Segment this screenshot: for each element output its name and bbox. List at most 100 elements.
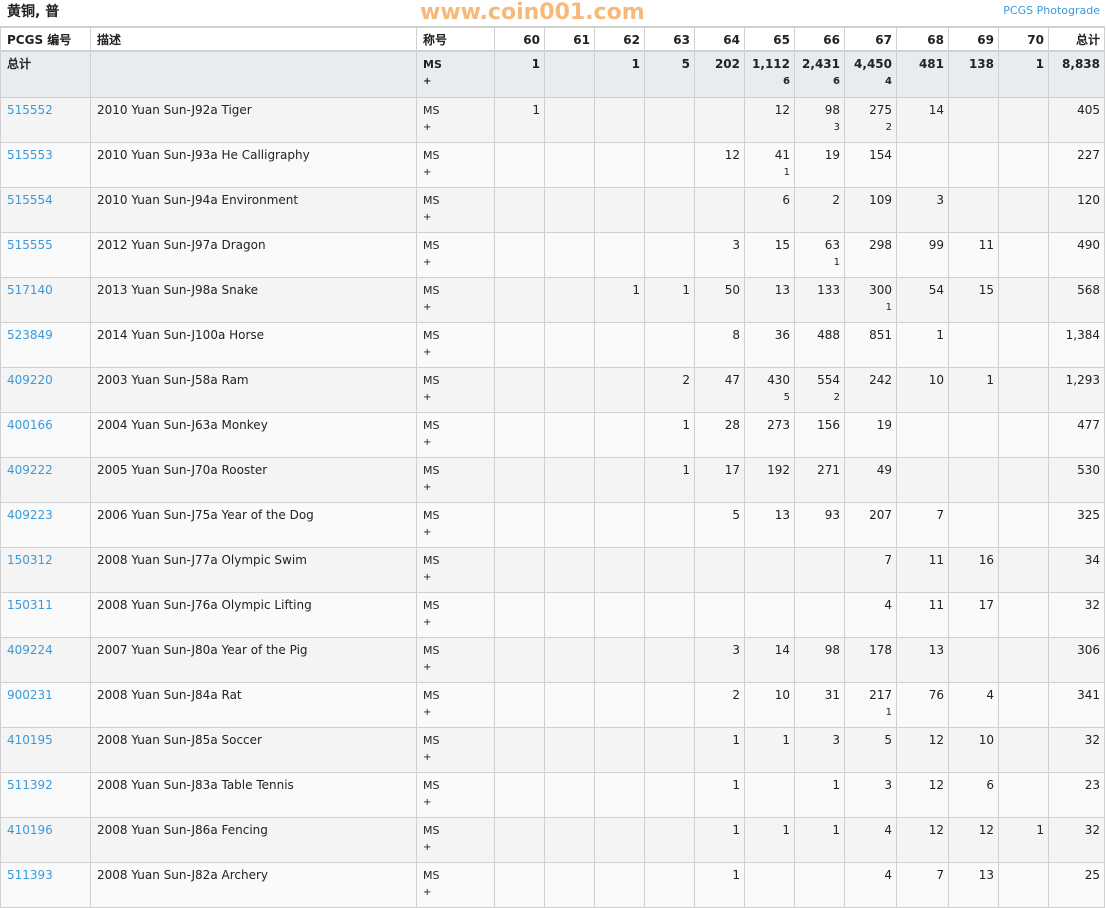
col-header-grade-60[interactable]: 60 xyxy=(494,26,545,52)
grade-cell-69[interactable]: 6 xyxy=(948,772,999,818)
grade-cell-64[interactable]: 17 xyxy=(694,457,745,503)
grade-cell-67[interactable]: 109 xyxy=(844,187,897,233)
grade-cell-67[interactable]: 154 xyxy=(844,142,897,188)
grade-cell-66[interactable]: 63 1 xyxy=(794,232,845,278)
grade-cell-70[interactable]: 1 xyxy=(998,817,1049,863)
grade-cell-67[interactable]: 275 2 xyxy=(844,97,897,143)
grade-cell-65[interactable]: 41 1 xyxy=(744,142,795,188)
grade-cell-64[interactable]: 1 xyxy=(694,772,745,818)
grade-cell-68[interactable]: 7 xyxy=(896,862,949,908)
col-header-grade-61[interactable]: 61 xyxy=(544,26,595,52)
grade-cell-65[interactable]: 14 xyxy=(744,637,795,683)
grade-cell-68[interactable]: 14 xyxy=(896,97,949,143)
pcgs-number-link[interactable]: 150312 xyxy=(7,553,53,567)
grade-cell-67[interactable]: 217 1 xyxy=(844,682,897,728)
col-header-total[interactable]: 总计 xyxy=(1048,26,1105,52)
col-header-grade-63[interactable]: 63 xyxy=(644,26,695,52)
grade-cell-64[interactable]: 1 xyxy=(694,817,745,863)
pcgs-number-link[interactable]: 410195 xyxy=(7,733,53,747)
grade-cell-69[interactable]: 15 xyxy=(948,277,999,323)
grade-cell-67[interactable]: 7 xyxy=(844,547,897,593)
grade-cell-60[interactable]: 1 xyxy=(494,50,545,98)
grade-cell-65[interactable]: 6 xyxy=(744,187,795,233)
grade-cell-65[interactable]: 1,112 6 xyxy=(744,50,795,98)
grade-cell-67[interactable]: 4 xyxy=(844,817,897,863)
col-header-grade-68[interactable]: 68 xyxy=(896,26,949,52)
col-header-pcgs[interactable]: PCGS 编号 xyxy=(0,26,91,52)
grade-cell-65[interactable]: 273 xyxy=(744,412,795,458)
grade-cell-64[interactable]: 1 xyxy=(694,862,745,908)
col-header-desc[interactable]: 描述 xyxy=(90,26,417,52)
pcgs-number-link[interactable]: 409223 xyxy=(7,508,53,522)
pcgs-number-link[interactable]: 515553 xyxy=(7,148,53,162)
grade-cell-66[interactable]: 1 xyxy=(794,772,845,818)
grade-cell-66[interactable]: 31 xyxy=(794,682,845,728)
grade-cell-66[interactable]: 2 xyxy=(794,187,845,233)
grade-cell-64[interactable]: 12 xyxy=(694,142,745,188)
pcgs-number-link[interactable]: 409224 xyxy=(7,643,53,657)
grade-cell-70[interactable]: 1 xyxy=(998,50,1049,98)
grade-cell-67[interactable]: 207 xyxy=(844,502,897,548)
grade-cell-66[interactable]: 98 3 xyxy=(794,97,845,143)
grade-cell-64[interactable]: 1 xyxy=(694,727,745,773)
grade-cell-66[interactable]: 271 xyxy=(794,457,845,503)
grade-cell-67[interactable]: 4 xyxy=(844,862,897,908)
grade-cell-63[interactable]: 1 xyxy=(644,412,695,458)
grade-cell-65[interactable]: 430 5 xyxy=(744,367,795,413)
grade-cell-68[interactable]: 76 xyxy=(896,682,949,728)
grade-cell-67[interactable]: 4 xyxy=(844,592,897,638)
pcgs-photograde-link[interactable]: PCGS Photograde xyxy=(1003,4,1100,17)
grade-cell-65[interactable]: 1 xyxy=(744,817,795,863)
grade-cell-66[interactable]: 1 xyxy=(794,817,845,863)
grade-cell-68[interactable]: 12 xyxy=(896,772,949,818)
col-header-designation[interactable]: 称号 xyxy=(416,26,495,52)
grade-cell-68[interactable]: 7 xyxy=(896,502,949,548)
col-header-grade-62[interactable]: 62 xyxy=(594,26,645,52)
col-header-grade-66[interactable]: 66 xyxy=(794,26,845,52)
grade-cell-65[interactable]: 13 xyxy=(744,277,795,323)
grade-cell-66[interactable]: 19 xyxy=(794,142,845,188)
col-header-grade-67[interactable]: 67 xyxy=(844,26,897,52)
grade-cell-65[interactable]: 36 xyxy=(744,322,795,368)
grade-cell-66[interactable]: 133 xyxy=(794,277,845,323)
pcgs-number-link[interactable]: 409222 xyxy=(7,463,53,477)
grade-cell-69[interactable]: 17 xyxy=(948,592,999,638)
grade-cell-64[interactable]: 8 xyxy=(694,322,745,368)
grade-cell-64[interactable]: 2 xyxy=(694,682,745,728)
grade-cell-65[interactable]: 192 xyxy=(744,457,795,503)
col-header-grade-64[interactable]: 64 xyxy=(694,26,745,52)
grade-cell-69[interactable]: 1 xyxy=(948,367,999,413)
grade-cell-64[interactable]: 50 xyxy=(694,277,745,323)
grade-cell-66[interactable]: 93 xyxy=(794,502,845,548)
grade-cell-66[interactable]: 554 2 xyxy=(794,367,845,413)
grade-cell-65[interactable]: 1 xyxy=(744,727,795,773)
grade-cell-63[interactable]: 5 xyxy=(644,50,695,98)
grade-cell-67[interactable]: 851 xyxy=(844,322,897,368)
col-header-grade-65[interactable]: 65 xyxy=(744,26,795,52)
grade-cell-67[interactable]: 300 1 xyxy=(844,277,897,323)
grade-cell-64[interactable]: 28 xyxy=(694,412,745,458)
pcgs-number-link[interactable]: 515555 xyxy=(7,238,53,252)
col-header-grade-70[interactable]: 70 xyxy=(998,26,1049,52)
grade-cell-69[interactable]: 16 xyxy=(948,547,999,593)
grade-cell-69[interactable]: 138 xyxy=(948,50,999,98)
grade-cell-65[interactable]: 15 xyxy=(744,232,795,278)
grade-cell-69[interactable]: 12 xyxy=(948,817,999,863)
grade-cell-66[interactable]: 156 xyxy=(794,412,845,458)
pcgs-number-link[interactable]: 523849 xyxy=(7,328,53,342)
grade-cell-63[interactable]: 2 xyxy=(644,367,695,413)
grade-cell-64[interactable]: 3 xyxy=(694,637,745,683)
grade-cell-68[interactable]: 11 xyxy=(896,592,949,638)
grade-cell-64[interactable]: 5 xyxy=(694,502,745,548)
grade-cell-69[interactable]: 13 xyxy=(948,862,999,908)
grade-cell-68[interactable]: 3 xyxy=(896,187,949,233)
grade-cell-64[interactable]: 47 xyxy=(694,367,745,413)
grade-cell-68[interactable]: 481 xyxy=(896,50,949,98)
grade-cell-63[interactable]: 1 xyxy=(644,277,695,323)
grade-cell-68[interactable]: 54 xyxy=(896,277,949,323)
grade-cell-62[interactable]: 1 xyxy=(594,277,645,323)
grade-cell-68[interactable]: 1 xyxy=(896,322,949,368)
grade-cell-63[interactable]: 1 xyxy=(644,457,695,503)
grade-cell-60[interactable]: 1 xyxy=(494,97,545,143)
grade-cell-65[interactable]: 12 xyxy=(744,97,795,143)
